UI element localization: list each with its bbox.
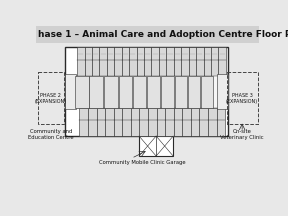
Bar [139, 108, 148, 136]
Bar [77, 48, 84, 76]
Bar [151, 48, 159, 76]
Bar [84, 48, 92, 76]
Bar [122, 48, 129, 76]
Bar [181, 48, 189, 76]
Bar [199, 108, 208, 136]
Bar [90, 76, 103, 108]
Bar [157, 108, 165, 136]
Bar [217, 108, 225, 136]
Bar [114, 108, 122, 136]
Bar [92, 48, 99, 76]
Bar [122, 108, 131, 136]
Bar [227, 72, 258, 124]
Bar [208, 108, 217, 136]
Bar [75, 76, 219, 108]
Text: PHASE 3
(EXPANSION): PHASE 3 (EXPANSION) [226, 93, 258, 104]
Bar [218, 48, 226, 76]
Bar [114, 48, 122, 76]
Bar [174, 48, 181, 76]
Bar [189, 48, 196, 76]
Bar [217, 75, 228, 109]
Bar [137, 48, 144, 76]
Bar [188, 76, 200, 108]
Bar [159, 48, 166, 76]
Bar [96, 108, 105, 136]
Bar [105, 108, 114, 136]
Bar [148, 108, 157, 136]
Text: On-site
Veterinary Clinic: On-site Veterinary Clinic [220, 129, 264, 140]
Bar [166, 48, 174, 76]
Bar [88, 108, 96, 136]
Bar [99, 48, 107, 76]
Bar [191, 108, 199, 136]
Text: Community Mobile Clinic Garage: Community Mobile Clinic Garage [99, 160, 185, 165]
Bar [65, 48, 228, 136]
Bar [37, 72, 64, 124]
Bar [174, 108, 182, 136]
Bar [201, 76, 213, 108]
Text: PHASE 2
(EXPANSION): PHASE 2 (EXPANSION) [35, 93, 67, 104]
Bar [131, 108, 139, 136]
Text: Community and
Education Centre: Community and Education Centre [28, 129, 73, 140]
Bar [75, 76, 89, 108]
Text: hase 1 – Animal Care and Adoption Centre Floor Plan: hase 1 – Animal Care and Adoption Centre… [38, 30, 288, 39]
Bar [129, 48, 137, 76]
Bar [36, 26, 259, 43]
Bar [139, 136, 173, 156]
Bar [204, 48, 211, 76]
Bar [161, 76, 174, 108]
Bar [119, 76, 132, 108]
Bar [133, 76, 146, 108]
Bar [211, 48, 218, 76]
Bar [144, 48, 151, 76]
Bar [182, 108, 191, 136]
Bar [147, 76, 160, 108]
Bar [165, 108, 174, 136]
Bar [107, 48, 114, 76]
Bar [175, 76, 187, 108]
Bar [79, 108, 88, 136]
Bar [104, 76, 118, 108]
Bar [196, 48, 204, 76]
Bar [65, 75, 76, 109]
